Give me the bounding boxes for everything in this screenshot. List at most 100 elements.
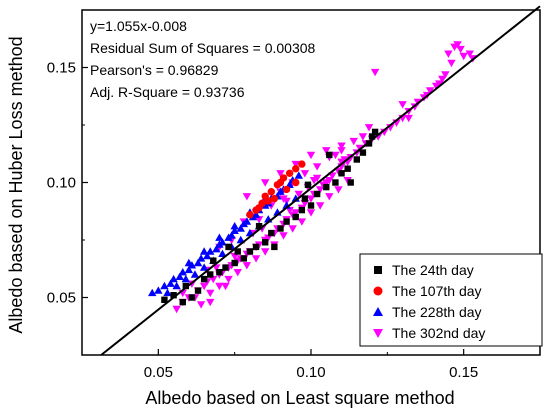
data-point — [148, 288, 157, 297]
data-point — [353, 156, 360, 163]
data-point — [252, 243, 260, 251]
data-point — [261, 179, 270, 187]
data-point — [292, 165, 300, 173]
data-point — [322, 179, 331, 187]
data-point — [304, 181, 312, 188]
data-point — [264, 197, 272, 205]
data-point — [291, 160, 300, 169]
y-tick-label: 0.15 — [47, 60, 76, 77]
data-point — [182, 282, 190, 290]
data-point — [328, 172, 337, 180]
x-axis-title: Albedo based on Least square method — [145, 388, 454, 408]
rss-annotation: Residual Sum of Squares = 0.00308 — [90, 40, 316, 56]
data-point — [337, 147, 346, 155]
data-point — [261, 248, 270, 256]
data-point — [196, 254, 206, 262]
data-point — [300, 200, 310, 208]
data-point — [166, 279, 175, 287]
data-point — [218, 238, 227, 246]
data-point — [222, 264, 229, 271]
data-point — [196, 301, 206, 309]
data-point — [225, 243, 232, 251]
data-point — [294, 171, 303, 179]
axis-ticks — [82, 66, 465, 355]
data-points-layer — [148, 41, 478, 314]
data-point — [161, 296, 168, 303]
data-point — [276, 178, 285, 187]
data-point — [285, 169, 294, 177]
x-tick-label: 0.15 — [449, 364, 478, 381]
data-point — [163, 288, 172, 297]
data-point — [300, 170, 310, 178]
data-point — [267, 188, 276, 196]
data-point — [294, 190, 303, 199]
data-point — [313, 190, 321, 198]
data-point — [252, 206, 260, 214]
data-point — [331, 151, 340, 160]
data-point — [325, 193, 334, 201]
data-point — [221, 282, 230, 291]
data-point — [285, 206, 294, 215]
data-point — [240, 255, 248, 262]
data-point — [447, 59, 456, 68]
data-point — [370, 68, 380, 77]
data-point — [297, 218, 307, 226]
data-point — [398, 101, 407, 109]
regression-fit-line — [100, 5, 541, 356]
data-point — [258, 199, 266, 207]
data-point — [288, 225, 297, 233]
y-axis-title: Albedo based on Huber Loss method — [6, 36, 26, 333]
data-point — [306, 195, 316, 203]
data-point — [359, 149, 367, 156]
data-point — [292, 178, 300, 187]
legend-label-24th-day: The 24th day — [392, 262, 474, 278]
data-point — [181, 274, 191, 283]
data-point — [246, 248, 254, 255]
data-point — [227, 231, 236, 239]
data-point — [270, 194, 279, 203]
data-point — [236, 224, 245, 232]
data-point — [242, 193, 252, 201]
data-point — [190, 270, 200, 278]
legend-label-302nd-day: The 302nd day — [392, 325, 485, 341]
data-point — [301, 195, 309, 202]
data-point — [215, 282, 224, 291]
data-point — [251, 210, 261, 218]
data-point — [425, 87, 435, 95]
data-point — [209, 275, 218, 284]
data-point — [326, 151, 333, 159]
data-point — [338, 170, 345, 177]
legend-box — [359, 253, 543, 347]
data-point — [206, 298, 215, 307]
data-point — [264, 234, 273, 242]
data-point — [344, 165, 351, 172]
data-point — [224, 275, 233, 284]
data-point — [444, 50, 453, 58]
data-point — [277, 225, 284, 232]
data-point — [234, 248, 241, 255]
data-point — [282, 185, 291, 194]
data-point — [368, 133, 376, 140]
data-point — [262, 239, 269, 246]
data-point — [323, 183, 330, 191]
data-point — [254, 216, 264, 224]
x-tick-label: 0.10 — [296, 364, 325, 381]
legend-label-107th-day: The 107th day — [392, 283, 482, 299]
data-point — [172, 281, 181, 290]
data-point — [172, 305, 181, 314]
data-point — [199, 247, 209, 255]
y-tick-label: 0.10 — [47, 175, 76, 192]
data-point — [255, 223, 263, 230]
data-point — [242, 262, 252, 270]
data-point — [438, 75, 447, 84]
data-point — [184, 265, 194, 274]
data-point — [246, 211, 254, 219]
data-point — [312, 163, 322, 171]
data-point — [199, 282, 209, 291]
data-point — [459, 52, 468, 61]
data-point — [371, 128, 379, 136]
data-point — [283, 218, 290, 225]
data-point — [233, 269, 242, 277]
data-point — [441, 71, 450, 79]
data-point — [315, 202, 325, 210]
